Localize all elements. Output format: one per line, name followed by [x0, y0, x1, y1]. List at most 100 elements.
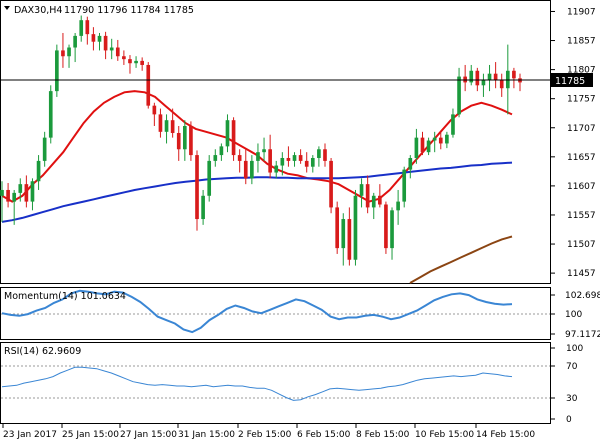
candle-body	[219, 146, 224, 156]
price-axis-label: 11607	[567, 182, 596, 192]
candle-body	[408, 157, 413, 170]
candle-body	[152, 105, 157, 115]
candle-body	[55, 50, 59, 92]
candle-body	[24, 184, 29, 202]
candle-body	[493, 73, 498, 80]
candle-body	[371, 195, 376, 208]
candle	[414, 128, 419, 164]
candle-body	[12, 192, 17, 202]
candle	[329, 157, 333, 214]
candle	[347, 207, 352, 266]
candle	[146, 62, 151, 109]
symbol-label: DAX30,H4	[14, 5, 62, 16]
candle-body	[73, 35, 77, 48]
candle	[128, 55, 132, 74]
candle	[91, 27, 96, 51]
time-axis-label: 27 Jan 15:00	[120, 430, 177, 440]
candle-body	[475, 70, 480, 86]
candle-body	[268, 149, 272, 173]
candle-body	[189, 126, 193, 156]
candle	[48, 85, 53, 144]
rsi-axis-label: 0	[566, 415, 572, 425]
candle-body	[432, 137, 437, 141]
candle	[481, 73, 486, 97]
candle	[195, 150, 199, 231]
candle-body	[213, 155, 218, 161]
candle	[189, 121, 193, 161]
candle-body	[140, 60, 144, 65]
candle	[237, 149, 242, 173]
candle	[298, 149, 303, 164]
time-axis-label: 31 Jan 15:00	[178, 430, 235, 440]
candle-body	[457, 76, 461, 115]
candle	[378, 184, 382, 208]
candle-body	[237, 155, 242, 161]
candle	[493, 62, 498, 89]
candle	[451, 108, 455, 138]
candle	[152, 102, 157, 127]
candle-body	[298, 155, 303, 161]
candle	[408, 155, 413, 179]
candle	[359, 178, 364, 208]
candle	[134, 56, 138, 68]
candle	[79, 15, 84, 42]
candle	[73, 32, 77, 63]
candle-body	[85, 20, 90, 35]
candle	[122, 50, 126, 65]
candle	[61, 32, 65, 68]
candle	[390, 207, 394, 260]
candle-body	[390, 210, 394, 249]
price-axis-label: 11807	[567, 66, 596, 76]
candle-body	[414, 137, 419, 158]
price-axis-label: 11507	[567, 240, 596, 250]
candle-body	[310, 157, 315, 167]
collapse-triangle-icon[interactable]	[4, 6, 10, 10]
candle	[292, 152, 297, 167]
candle	[335, 201, 340, 254]
candle-body	[512, 70, 516, 79]
candle	[170, 108, 175, 138]
candle	[109, 38, 114, 60]
candle-body	[317, 149, 321, 158]
candle	[323, 143, 327, 167]
candle	[353, 189, 358, 266]
candle	[225, 114, 230, 153]
candle	[176, 126, 181, 161]
candle	[268, 134, 272, 179]
rsi-panel: RSI(14) 62.9609	[0, 342, 551, 424]
candle-body	[274, 165, 279, 173]
candle-body	[445, 134, 449, 144]
sma-100-line	[1, 161, 513, 223]
candle	[402, 166, 407, 208]
candle	[280, 152, 285, 176]
momentum-panel: Momentum(14) 101.0634	[0, 287, 551, 340]
candle-body	[109, 47, 114, 51]
candle-body	[256, 152, 260, 161]
candle-body	[79, 20, 84, 36]
candle	[463, 64, 467, 92]
candle-body	[18, 184, 23, 193]
time-axis-label: 14 Feb 15:00	[476, 430, 535, 440]
candle	[365, 175, 370, 214]
candle-body	[30, 181, 35, 202]
rsi-axis-label: 30	[566, 394, 578, 404]
time-axis-label: 23 Jan 2017	[3, 430, 57, 440]
candle-body	[487, 73, 492, 80]
candle	[0, 181, 4, 222]
candle-body	[182, 126, 187, 150]
candle-body	[48, 91, 53, 138]
candle	[469, 64, 474, 86]
candle	[97, 32, 102, 51]
candle-body	[122, 56, 126, 60]
current-price-value: 11785	[555, 76, 585, 87]
candle-body	[36, 160, 41, 182]
candle	[310, 155, 315, 173]
candle-body	[176, 132, 181, 150]
price-axis-label: 11657	[567, 153, 596, 163]
momentum-label: Momentum(14) 101.0634	[4, 291, 126, 302]
candle	[457, 67, 461, 118]
candle-body	[396, 201, 400, 211]
momentum-axis-label: 102.6987	[565, 291, 600, 301]
candle-body	[158, 114, 163, 132]
current-price-tag: 11785	[551, 73, 593, 87]
